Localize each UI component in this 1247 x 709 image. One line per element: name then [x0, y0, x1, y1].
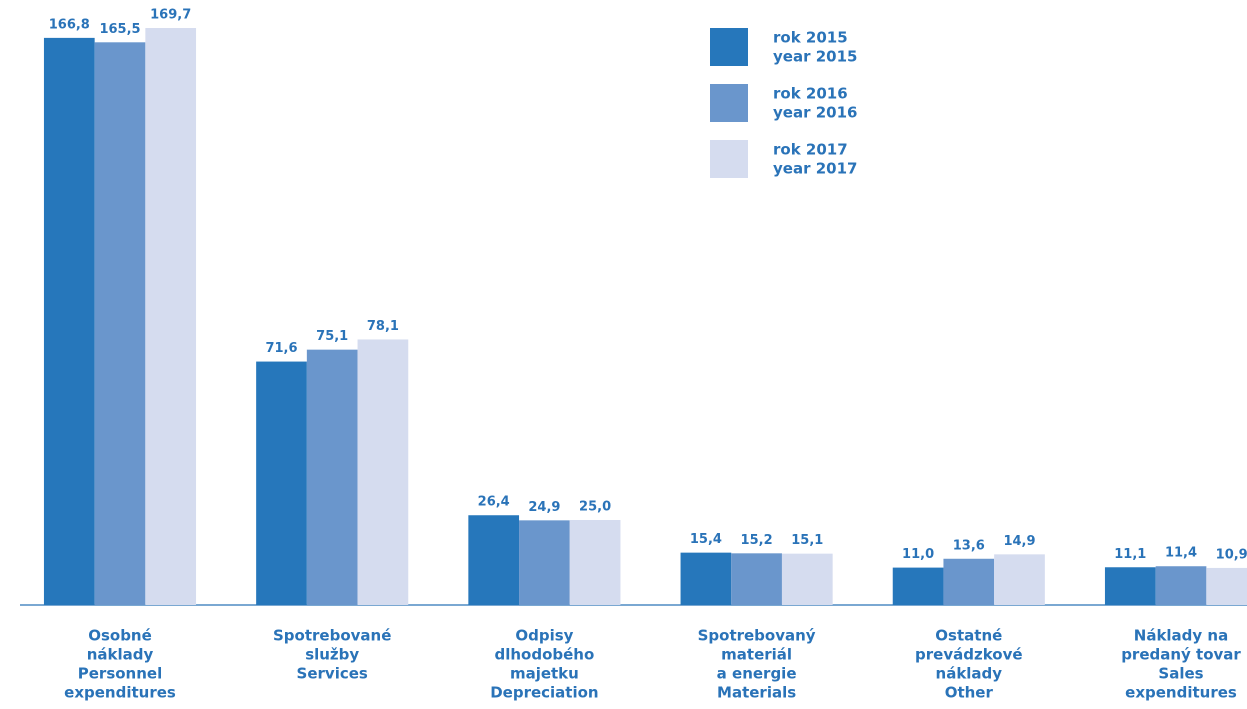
value-label: 75,1	[316, 329, 348, 344]
x-tick-label: Services	[297, 665, 368, 683]
bar	[145, 28, 197, 605]
bar	[731, 553, 782, 605]
x-tick-label: náklady	[936, 665, 1003, 683]
x-tick-label: Osobné	[88, 627, 152, 645]
bar	[306, 349, 358, 605]
legend-label: rok 2016	[773, 85, 848, 103]
x-tick-label: materiál	[721, 646, 792, 664]
bar	[43, 37, 95, 605]
x-tick-label: Náklady na	[1134, 627, 1228, 645]
legend-label: rok 2017	[773, 141, 848, 159]
value-label: 169,7	[150, 8, 191, 23]
x-tick-label: a energie	[717, 665, 797, 683]
value-label: 11,1	[1114, 547, 1146, 562]
x-tick-label: Ostatné	[935, 627, 1002, 645]
x-tick-label: služby	[305, 646, 359, 664]
value-label: 10,9	[1216, 547, 1247, 562]
bar	[357, 339, 409, 605]
value-label: 11,0	[902, 547, 934, 562]
x-tick-label: Spotrebovaný	[698, 627, 816, 645]
x-tick-label: Personnel	[78, 665, 162, 683]
value-label: 26,4	[478, 495, 510, 510]
bar	[943, 558, 995, 605]
value-label: 25,0	[579, 500, 611, 515]
value-label: 71,6	[265, 341, 297, 356]
bar	[1104, 567, 1156, 605]
legend-swatch	[710, 140, 748, 178]
legend-label: rok 2015	[773, 29, 848, 47]
bar	[468, 515, 520, 605]
bar	[569, 520, 621, 605]
bar	[519, 520, 570, 605]
value-label: 78,1	[367, 319, 399, 334]
bar	[994, 554, 1045, 605]
x-tick-label: expenditures	[64, 684, 176, 702]
bar	[1206, 567, 1247, 605]
value-label: 15,4	[690, 532, 722, 547]
legend-swatch	[710, 28, 748, 66]
legend-label: year 2015	[773, 48, 857, 66]
bar	[892, 567, 944, 605]
value-label: 11,4	[1165, 546, 1197, 561]
x-tick-label: majetku	[510, 665, 579, 683]
x-tick-label: predaný tovar	[1121, 646, 1241, 664]
x-tick-label: expenditures	[1125, 684, 1237, 702]
legend-label: year 2017	[773, 160, 857, 178]
x-tick-label: dlhodobého	[494, 646, 594, 664]
value-label: 15,1	[791, 533, 823, 548]
bar	[781, 553, 833, 605]
x-tick-label: Spotrebované	[273, 627, 391, 645]
value-label: 15,2	[741, 533, 773, 548]
value-label: 14,9	[1003, 534, 1035, 549]
value-label: 166,8	[49, 17, 90, 32]
bar	[680, 552, 732, 605]
x-tick-label: Other	[945, 684, 994, 702]
value-label: 165,5	[99, 22, 140, 37]
x-tick-label: prevádzkové	[915, 646, 1023, 664]
x-tick-label: Odpisy	[515, 627, 573, 645]
bar	[256, 361, 307, 605]
legend-swatch	[710, 84, 748, 122]
x-tick-label: Sales	[1158, 665, 1203, 683]
bar	[94, 42, 146, 606]
value-label: 13,6	[953, 538, 985, 553]
value-label: 24,9	[528, 500, 560, 515]
x-tick-label: Depreciation	[490, 684, 598, 702]
legend-label: year 2016	[773, 104, 857, 122]
x-tick-label: náklady	[87, 646, 154, 664]
x-tick-label: Materials	[717, 684, 796, 702]
bar	[1155, 566, 1207, 605]
